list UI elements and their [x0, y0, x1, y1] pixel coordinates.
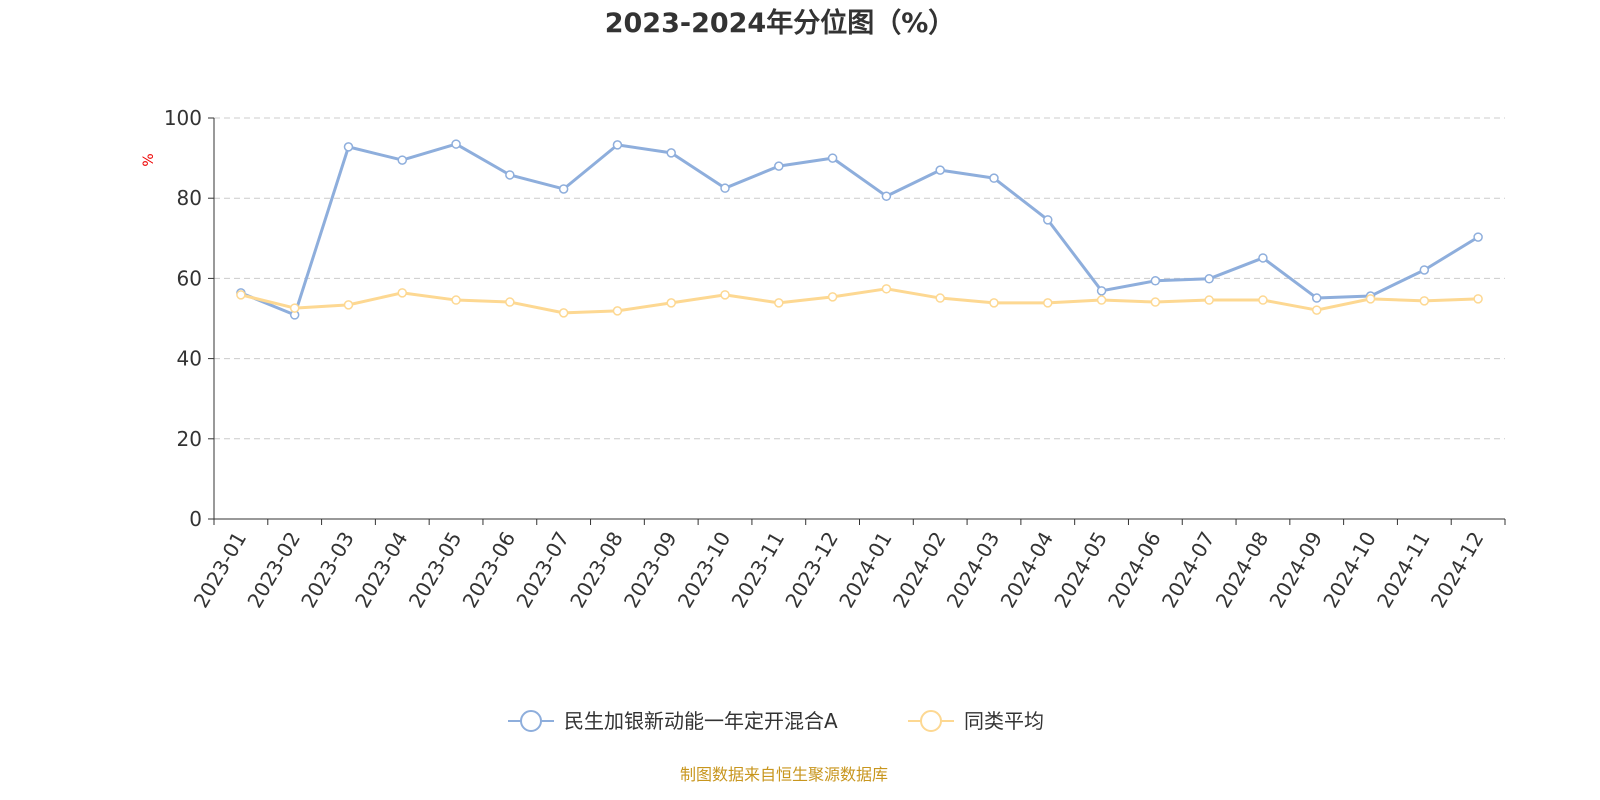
- data-point: [558, 308, 569, 318]
- data-point: [451, 295, 461, 305]
- y-tick-label: 40: [177, 347, 202, 371]
- chart-title: 2023-2024年分位图（%）: [605, 7, 956, 39]
- data-point: [612, 140, 623, 150]
- y-tick-label: 60: [177, 266, 202, 290]
- data-point: [774, 298, 784, 308]
- data-point: [343, 300, 354, 310]
- data-point: [558, 184, 569, 194]
- data-point: [1365, 294, 1376, 304]
- data-point: [935, 165, 945, 175]
- series-line: [240, 142, 1479, 317]
- legend-item: 同类平均: [908, 709, 1044, 733]
- data-point: [1419, 265, 1430, 275]
- source-note: 制图数据来自恒生聚源数据库: [680, 765, 888, 784]
- data-point: [935, 293, 945, 303]
- data-point: [881, 191, 892, 201]
- data-point: [1311, 305, 1322, 315]
- data-point: [720, 290, 730, 300]
- y-tick-label: 20: [177, 427, 202, 451]
- data-point: [989, 298, 999, 308]
- y-tick-label: 100: [164, 106, 202, 130]
- series-line: [240, 287, 1479, 315]
- y-axis-label: %: [141, 153, 157, 166]
- data-point: [1473, 294, 1483, 304]
- series-0: [236, 139, 1483, 320]
- data-point: [451, 139, 461, 149]
- legend-label: 同类平均: [964, 709, 1044, 733]
- data-point: [343, 142, 354, 152]
- data-point: [666, 148, 676, 158]
- data-point: [1258, 253, 1268, 263]
- data-point: [720, 183, 730, 193]
- x-tick-label: 2024-12: [1426, 528, 1489, 612]
- legend-item: 民生加银新动能一年定开混合A: [508, 709, 838, 733]
- series-1: [236, 284, 1483, 318]
- data-point: [397, 155, 408, 165]
- data-point: [666, 298, 676, 308]
- data-point: [1096, 286, 1107, 296]
- data-point: [1096, 295, 1107, 305]
- data-point: [1419, 296, 1430, 306]
- data-point: [989, 173, 999, 183]
- legend-marker: [520, 710, 542, 732]
- legend-marker: [920, 710, 942, 732]
- data-point: [236, 290, 246, 300]
- y-tick-label: 0: [189, 507, 202, 531]
- data-point: [505, 170, 515, 180]
- data-point: [1311, 293, 1322, 303]
- data-point: [1043, 215, 1053, 225]
- data-point: [505, 297, 515, 307]
- data-point: [1204, 274, 1214, 284]
- y-tick-label: 80: [177, 186, 202, 210]
- data-point: [397, 288, 408, 298]
- data-point: [1043, 298, 1053, 308]
- data-point: [1150, 276, 1161, 286]
- data-point: [1473, 232, 1483, 242]
- legend-label: 民生加银新动能一年定开混合A: [564, 709, 838, 733]
- data-point: [289, 303, 300, 313]
- data-point: [881, 284, 892, 294]
- data-point: [827, 292, 838, 302]
- data-point: [827, 153, 838, 163]
- data-point: [612, 306, 623, 316]
- data-point: [1150, 297, 1161, 307]
- data-point: [1258, 295, 1268, 305]
- data-point: [774, 161, 784, 171]
- data-point: [1204, 295, 1214, 305]
